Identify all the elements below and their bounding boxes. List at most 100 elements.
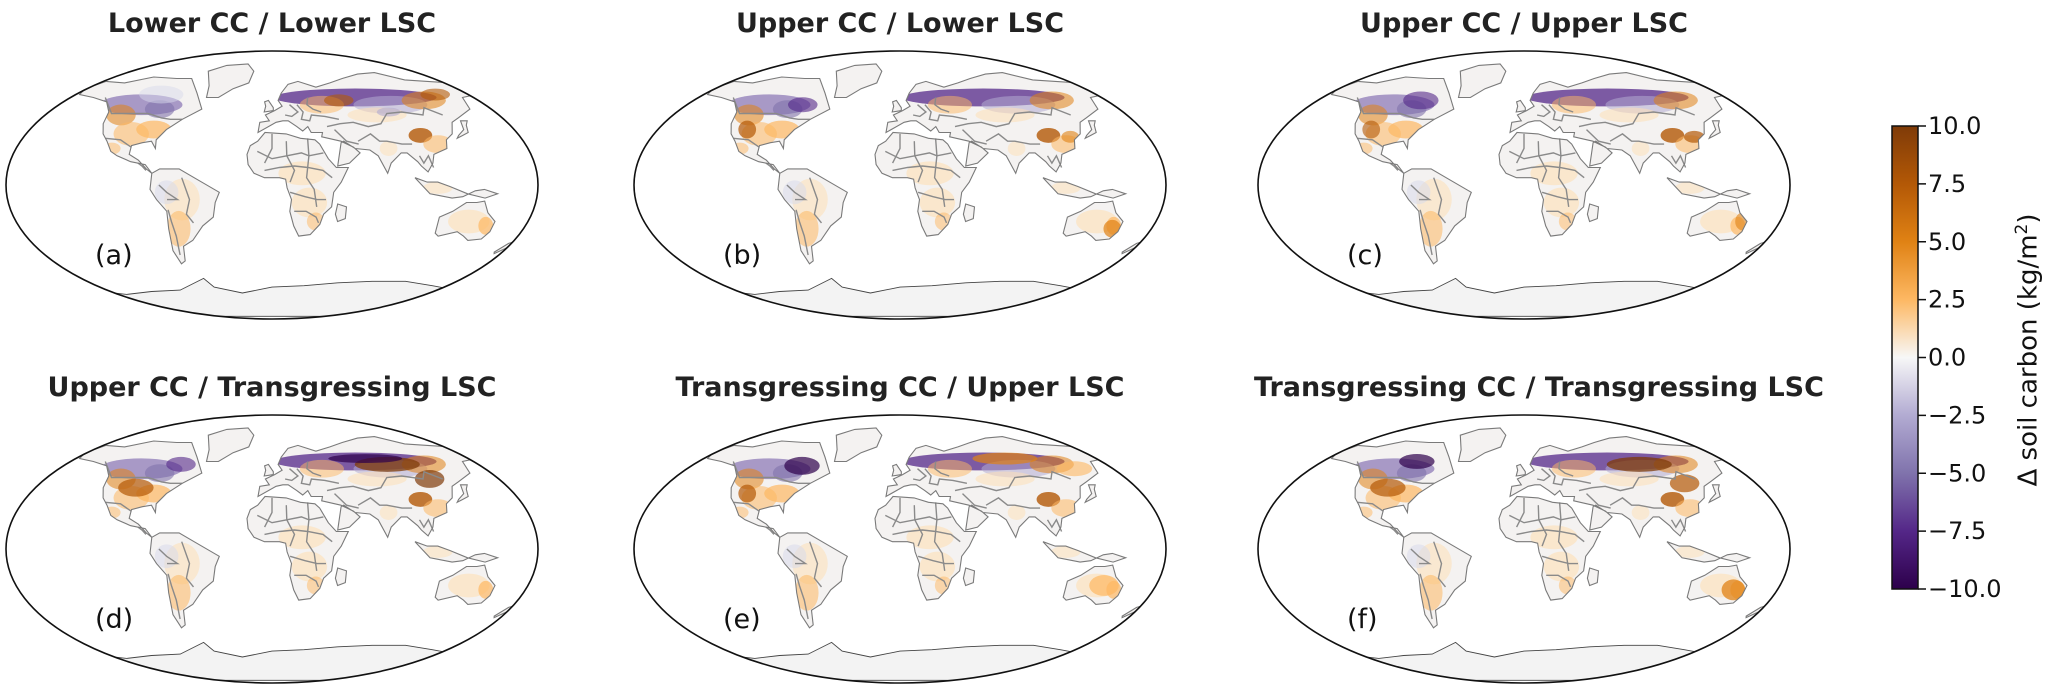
- anomaly-patch: [1418, 210, 1443, 247]
- anomaly-patch: [278, 525, 326, 550]
- country-borders: [104, 461, 443, 620]
- coastline-greenland: [833, 63, 883, 99]
- coastline-namerica: [706, 440, 831, 538]
- anomaly-patch: [927, 459, 973, 478]
- anomaly-patch: [1370, 478, 1406, 497]
- border-line: [294, 210, 320, 224]
- coastline-uk: [891, 99, 902, 113]
- border-line: [1586, 129, 1611, 145]
- anomaly-patch: [1599, 107, 1659, 123]
- border-line: [306, 461, 322, 477]
- land-greenland: [834, 427, 882, 462]
- coastline-australia: [1686, 564, 1748, 605]
- border-line: [809, 541, 823, 588]
- border-line: [1419, 209, 1433, 256]
- border-line: [104, 97, 183, 120]
- anomaly-patch: [414, 470, 445, 488]
- border-line: [158, 548, 180, 565]
- border-line: [1541, 555, 1578, 565]
- country-borders: [732, 461, 1071, 620]
- coastline-japan: [455, 120, 469, 140]
- coastline-indonesia: [1042, 177, 1128, 199]
- land-antarctica: [716, 278, 1084, 317]
- border-line: [1557, 502, 1570, 571]
- coastline-eurasia: [1509, 72, 1730, 175]
- coastline-indonesia: [1042, 541, 1128, 563]
- coastline-indonesia: [1666, 177, 1752, 199]
- border-line: [1670, 154, 1687, 168]
- country-borders: [732, 97, 1071, 256]
- border-line: [1578, 470, 1695, 492]
- border-line: [913, 141, 924, 183]
- map-frame: [5, 414, 539, 684]
- border-line: [264, 529, 333, 543]
- border-line: [1586, 493, 1611, 509]
- anomaly-patch: [1399, 454, 1435, 469]
- border-line: [1046, 518, 1063, 532]
- border-line: [912, 468, 928, 482]
- world-map: [5, 50, 539, 320]
- border-line: [263, 497, 273, 528]
- anomaly-patch: [323, 94, 354, 107]
- border-line: [924, 468, 968, 486]
- coastline-uk: [1515, 99, 1526, 113]
- map-panel-a: Lower CC / Lower LSC (a): [2, 8, 542, 320]
- border-line: [167, 573, 181, 620]
- panel-label: (e): [723, 604, 761, 635]
- country-borders: [1356, 461, 1695, 620]
- border-line: [913, 505, 924, 547]
- border-line: [924, 104, 968, 122]
- soil-carbon-field: [1351, 88, 1750, 247]
- coastline-madagascar: [1586, 203, 1600, 223]
- coastline-uk: [263, 99, 274, 113]
- map-panel-b: Upper CC / Lower LSC (b): [630, 8, 1170, 320]
- border-line: [1515, 497, 1525, 528]
- colorbar-title-sup: 2: [2012, 223, 2032, 235]
- coastline-australia: [434, 564, 496, 605]
- land-uk: [892, 100, 902, 112]
- border-line: [104, 461, 183, 484]
- colorbar-title-text: Δ soil carbon (kg/m: [2013, 234, 2044, 487]
- border-line: [158, 184, 180, 201]
- coastline-africa: [874, 131, 978, 237]
- anomaly-patch: [1653, 91, 1698, 110]
- world-map: [633, 414, 1167, 684]
- coastline-namerica: [706, 76, 831, 174]
- panel-title: Upper CC / Upper LSC: [1360, 8, 1688, 39]
- land-uk: [892, 464, 902, 476]
- border-line: [884, 150, 952, 160]
- border-line: [1548, 104, 1592, 122]
- anomaly-patch: [1631, 505, 1650, 520]
- border-line: [105, 137, 132, 148]
- anomaly-patch: [1050, 181, 1081, 194]
- border-line: [1537, 505, 1548, 547]
- world-map: [633, 50, 1167, 320]
- border-line: [922, 210, 948, 224]
- anomaly-patch: [1599, 471, 1659, 487]
- border-line: [1515, 133, 1525, 164]
- land-greenland: [1458, 427, 1506, 462]
- anomaly-patch: [306, 576, 325, 595]
- anomaly-patch: [1606, 456, 1672, 472]
- border-line: [1433, 177, 1447, 224]
- border-line: [334, 493, 359, 509]
- border-line: [285, 141, 296, 183]
- border-line: [181, 541, 195, 588]
- anomaly-patch: [478, 580, 494, 599]
- colorbar-gradient: [1891, 125, 1919, 590]
- colorbar-tick-label: −10.0: [1928, 575, 2002, 603]
- coastline-africa: [1498, 131, 1602, 237]
- coastline-africa: [1498, 495, 1602, 601]
- coastline-uk: [1515, 463, 1526, 477]
- border-line: [357, 133, 413, 145]
- border-line: [1536, 468, 1552, 482]
- border-line: [795, 573, 809, 620]
- soil-carbon-field: [99, 452, 494, 611]
- anomaly-patch: [906, 161, 954, 186]
- coastline-madagascar: [1586, 567, 1600, 587]
- coastline-madagascar: [334, 567, 348, 587]
- border-line: [256, 150, 324, 160]
- border-line: [1557, 138, 1570, 207]
- anomaly-patch: [1721, 579, 1746, 601]
- colorbar-tick-label: 10.0: [1928, 112, 1981, 140]
